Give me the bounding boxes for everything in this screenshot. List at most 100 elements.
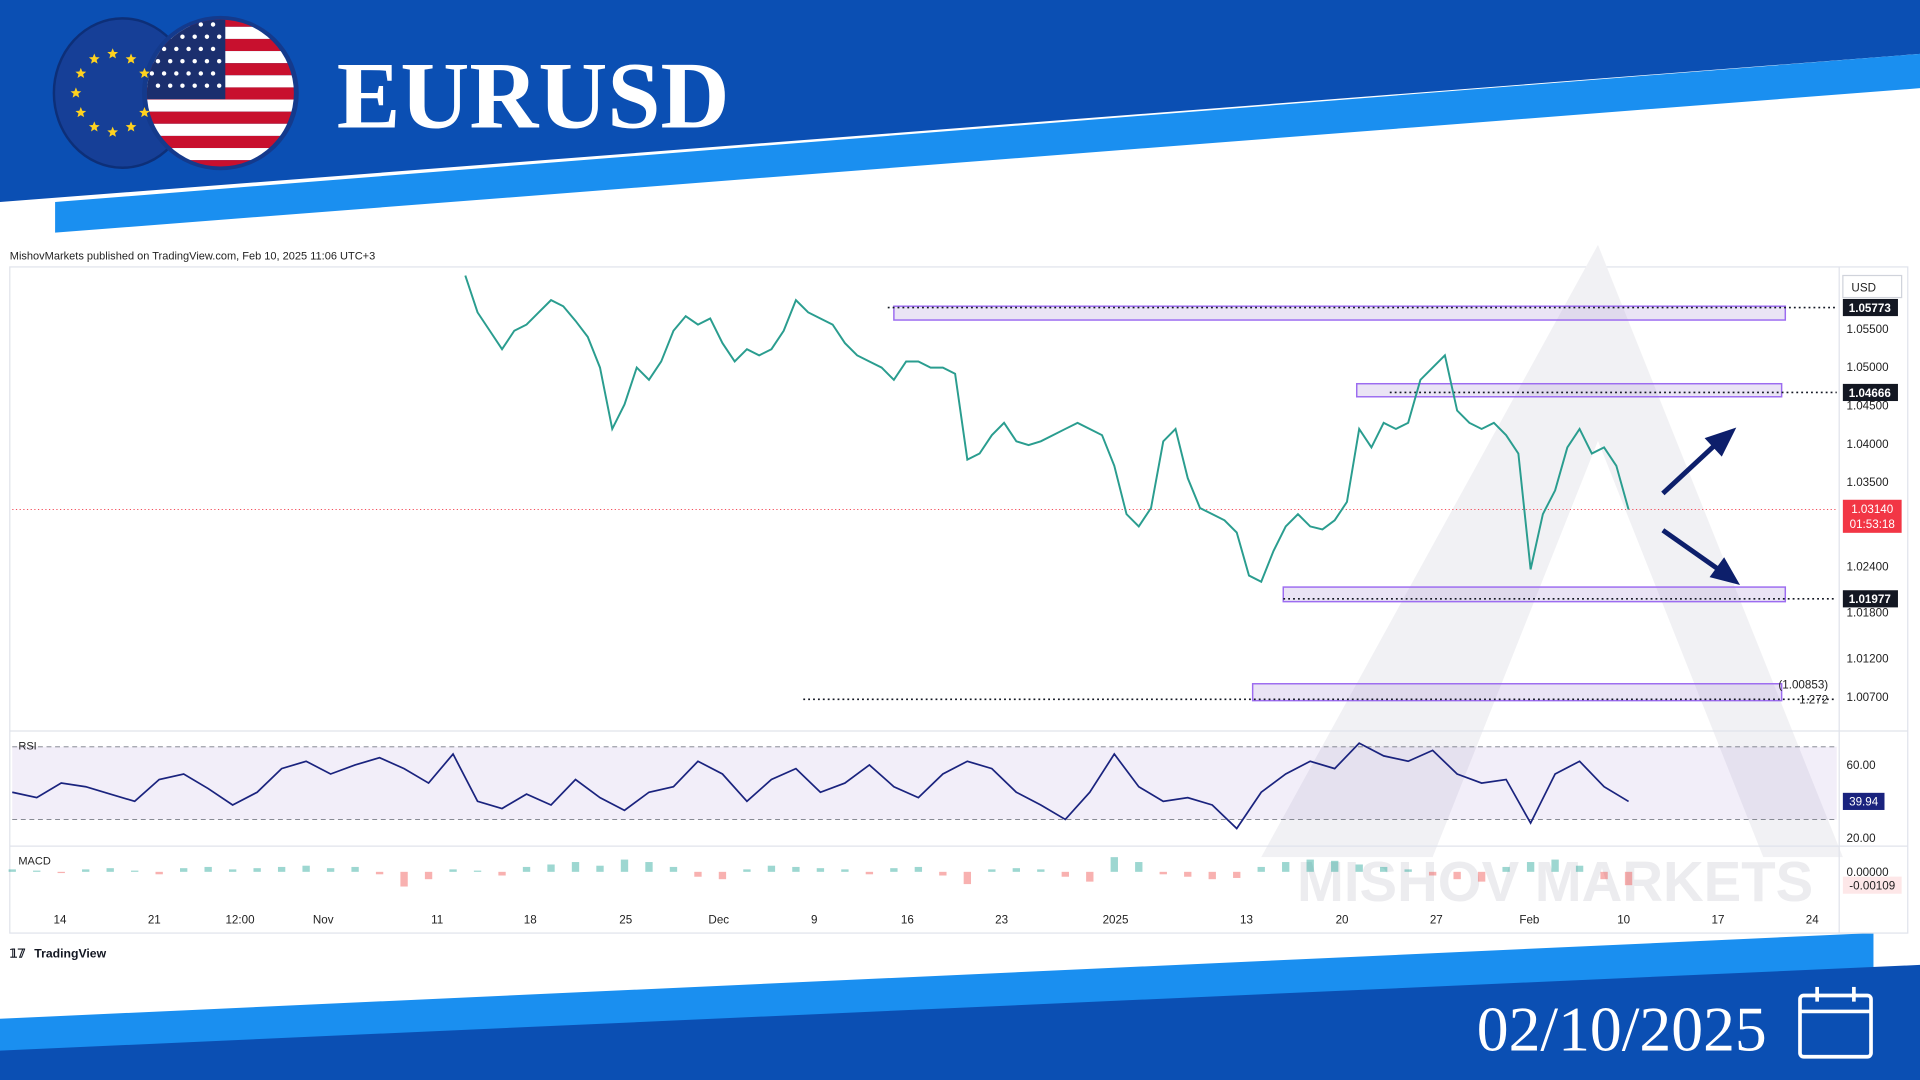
histogram-bar	[743, 869, 751, 872]
x-tick-label: 25	[619, 913, 632, 926]
histogram-bar	[302, 865, 310, 872]
flag-star	[139, 67, 150, 78]
flag-stripe	[146, 111, 294, 124]
y-tick-label: 1.04500	[1847, 399, 1890, 412]
date: 02/10/2025	[1477, 994, 1767, 1065]
flag-dot	[155, 59, 161, 64]
histogram-bar	[204, 866, 212, 872]
histogram-bar	[767, 865, 776, 872]
histogram-bar	[1086, 871, 1094, 882]
histogram-bar	[498, 871, 506, 876]
flag-star	[107, 48, 119, 59]
histogram-bar	[890, 868, 898, 872]
flag-star	[70, 87, 82, 98]
y-tick-label: 1.02400	[1847, 561, 1890, 574]
histogram-bar	[1600, 871, 1608, 880]
flag-dot	[174, 71, 179, 76]
publisher: MishovMarkets published on TradingView.c…	[10, 251, 375, 263]
flag-dot	[204, 34, 210, 39]
flag-star	[107, 126, 119, 137]
histogram-bar	[1624, 871, 1633, 886]
histogram-bar	[865, 871, 874, 875]
zone	[1282, 586, 1787, 603]
flag-stripe	[146, 123, 294, 136]
histogram-bar	[596, 865, 604, 872]
histogram-bar	[1428, 871, 1437, 876]
histogram-bar	[424, 871, 433, 880]
histogram-bar	[1233, 871, 1241, 878]
flag-dot	[192, 59, 197, 64]
histogram-bar	[1110, 857, 1118, 872]
zone	[1356, 382, 1783, 398]
pane-title: MACD	[18, 855, 50, 867]
platform-logo: TradingView	[34, 947, 106, 961]
flag-dot	[186, 46, 191, 52]
rsi-band	[12, 746, 1837, 820]
histogram-bar	[228, 869, 237, 872]
histogram-bar	[1331, 860, 1339, 872]
histogram-bar	[816, 868, 825, 872]
watermark: MISHOV MARKETS	[1297, 850, 1813, 913]
flag-dot	[180, 83, 185, 88]
macd-last-box	[1842, 876, 1902, 894]
x-tick-label: 23	[995, 913, 1008, 926]
currency: USD	[1851, 281, 1876, 294]
histogram-bar	[155, 871, 163, 875]
flag-dot	[210, 22, 216, 27]
histogram-bar	[1526, 862, 1535, 872]
histogram-bar	[57, 871, 65, 874]
flag-dot	[210, 71, 216, 76]
x-tick-label: 13	[1240, 913, 1253, 926]
histogram-bar	[400, 871, 408, 887]
histogram-bar	[8, 869, 16, 872]
zone	[893, 305, 1787, 321]
y-tick-label: 1.01200	[1847, 653, 1890, 666]
flag-dot	[168, 59, 173, 64]
x-tick-label: 24	[1806, 913, 1819, 926]
x-tick-label: 27	[1430, 913, 1443, 926]
flag-star	[75, 107, 87, 118]
histogram-bar	[620, 859, 629, 872]
histogram-bar	[718, 871, 727, 880]
histogram-bar	[1135, 862, 1143, 872]
histogram-bar	[939, 871, 947, 876]
currency-box	[1842, 274, 1903, 299]
flag-star	[125, 53, 137, 64]
histogram-bar	[473, 870, 482, 872]
y-tick-label: 1.03500	[1847, 476, 1890, 489]
histogram-bar	[1453, 871, 1461, 880]
histogram-bar	[326, 868, 335, 872]
flag-dot	[198, 71, 204, 76]
calendar-icon	[1798, 986, 1873, 1059]
histogram-bar	[351, 866, 359, 872]
flag-dot	[210, 46, 216, 52]
x-tick-label: 2025	[1103, 913, 1129, 926]
histogram-bar	[1159, 871, 1167, 875]
header-band	[0, 0, 1920, 203]
x-tick-label: Nov	[313, 913, 334, 926]
y-tick-label: 1.05500	[1847, 323, 1890, 336]
x-tick-label: 9	[811, 913, 817, 926]
histogram-bar	[131, 870, 139, 872]
flag-dot	[204, 83, 210, 88]
flag-dot	[174, 46, 179, 52]
flag-dot	[161, 46, 167, 52]
flag-dot	[161, 71, 167, 76]
y-tick-label: 1.01800	[1847, 607, 1890, 620]
y-tick-label: 1.04000	[1847, 438, 1890, 451]
rsi-last-label: 39.94	[1849, 796, 1879, 809]
level-label-box	[1842, 298, 1898, 317]
y-tick-label: 0.00000	[1847, 866, 1890, 879]
flag-dot	[168, 83, 173, 88]
histogram-bar	[547, 864, 555, 872]
histogram-bar	[1184, 871, 1192, 877]
last-price-label: 1.03140	[1851, 503, 1894, 516]
histogram-bar	[963, 871, 972, 885]
histogram-bar	[669, 866, 678, 872]
flag-icon	[52, 15, 299, 171]
x-tick-label: 18	[524, 913, 537, 926]
x-tick-label: 11	[431, 913, 443, 926]
level-label: 1.01977	[1849, 593, 1891, 606]
